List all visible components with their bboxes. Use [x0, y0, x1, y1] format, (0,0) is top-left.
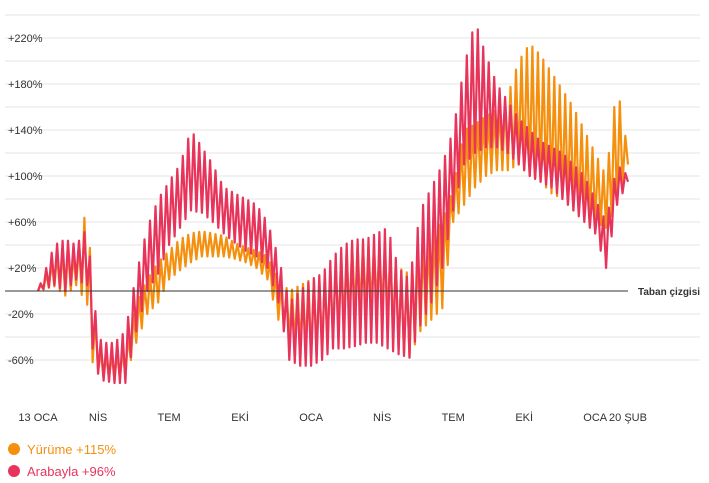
series-line-arabayla	[36, 28, 630, 385]
x-tick-label: 20 ŞUB	[609, 412, 647, 424]
legend-dot-yurume	[8, 443, 20, 455]
y-tick-label: +60%	[8, 217, 37, 229]
y-tick-label: +140%	[8, 125, 43, 137]
x-tick-label: NİS	[373, 411, 391, 424]
x-tick-label: EKİ	[231, 411, 249, 424]
legend-label-arabayla: Arabayla +96%	[27, 463, 116, 479]
x-tick-label: EKİ	[515, 411, 533, 424]
legend-label-yurume: Yürüme +115%	[27, 441, 117, 457]
x-tick-label: OCA	[299, 412, 324, 424]
x-axis-ticks: 13 OCA NİS TEM EKİ OCA NİS TEM EKİ OCA 20 ŞUB	[18, 411, 647, 424]
legend-item-arabayla[interactable]: Arabayla +96%	[8, 460, 116, 482]
baseline: Taban çizgisi	[5, 287, 700, 298]
legend-dot-arabayla	[8, 465, 20, 477]
y-tick-label: -60%	[8, 355, 34, 367]
legend: Yürüme +115% Arabayla +96%	[8, 438, 116, 482]
y-tick-label: -20%	[8, 309, 34, 321]
legend-item-yurume[interactable]: Yürüme +115%	[8, 438, 116, 460]
x-tick-label: 13 OCA	[18, 412, 58, 424]
x-tick-label: NİS	[89, 411, 107, 424]
x-tick-label: TEM	[157, 412, 180, 424]
y-tick-label: +220%	[8, 33, 43, 45]
x-tick-label: OCA	[583, 412, 608, 424]
baseline-label: Taban çizgisi	[638, 287, 700, 298]
series-layer	[36, 28, 630, 385]
y-axis-ticks: +220% +180% +140% +100% +60% +20% -20% -60%	[8, 33, 43, 367]
y-tick-label: +180%	[8, 79, 43, 91]
y-tick-label: +100%	[8, 171, 43, 183]
x-tick-label: TEM	[442, 412, 465, 424]
y-tick-label: +20%	[8, 263, 37, 275]
line-chart: +220% +180% +140% +100% +60% +20% -20% -60% Tab…	[5, 14, 700, 424]
